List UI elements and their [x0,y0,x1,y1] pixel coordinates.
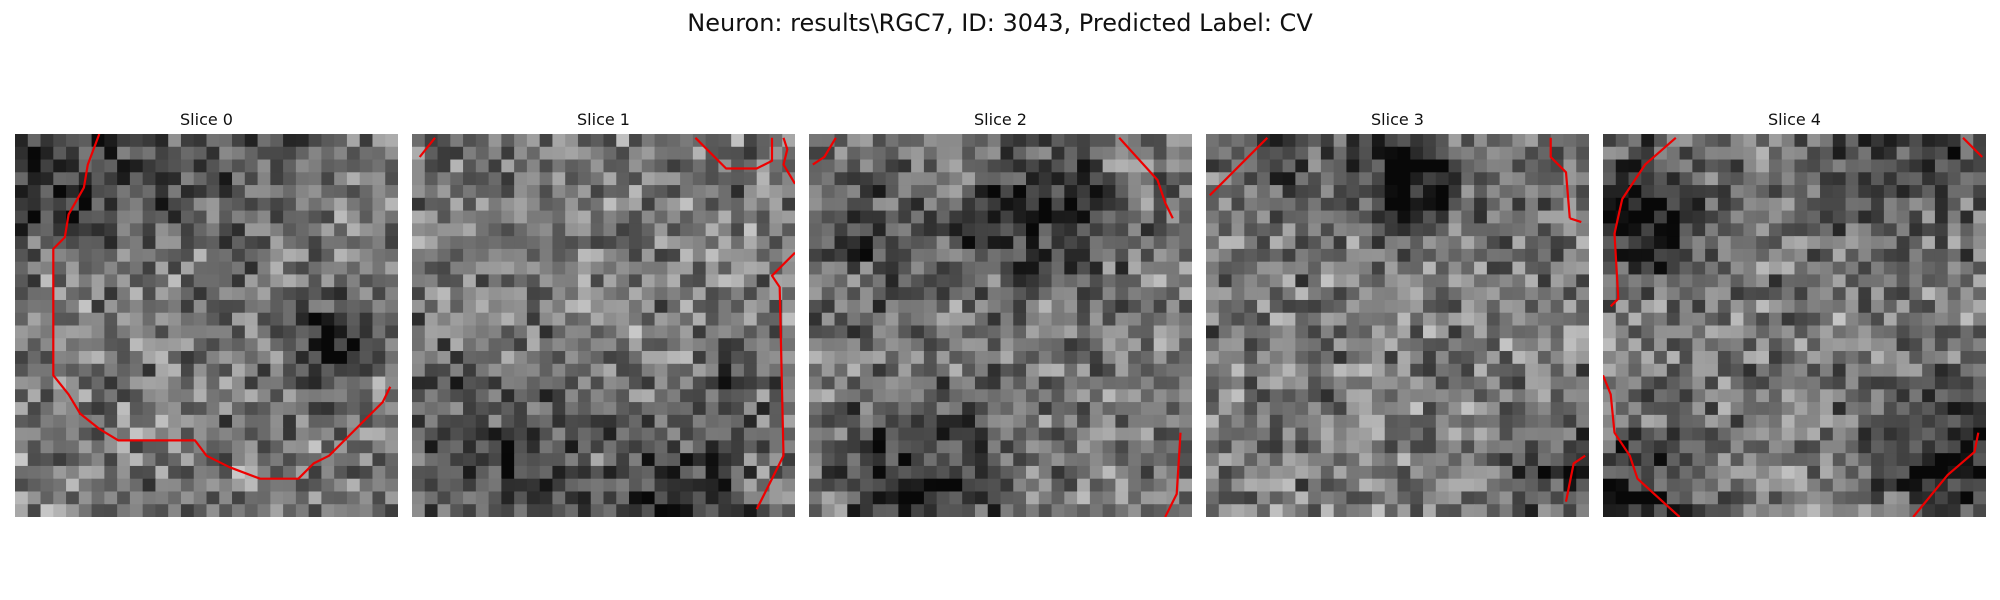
slice-title: Slice 3 [1371,110,1424,129]
contour-line [1609,136,1677,308]
slice-pixels [15,134,398,517]
contour-line [418,137,436,158]
slice-panel-0: Slice 0 [15,108,398,517]
contour-line [1549,137,1571,219]
contour-line [1603,374,1681,517]
contour-line [1118,137,1174,219]
contour-line [1164,432,1182,517]
contour-line [694,137,774,170]
contour-line [1209,137,1269,197]
slice-panel-1: Slice 1 [412,108,795,517]
contour-line [1912,432,1980,517]
slice-image [809,134,1192,517]
slice-image [15,134,398,517]
slice-title: Slice 1 [577,110,630,129]
contour-line [1962,137,1983,158]
slice-panel-3: Slice 3 [1206,108,1589,517]
slice-pixels [809,134,1192,517]
slice-title: Slice 0 [180,110,233,129]
slice-pixels [1206,134,1589,517]
slice-title: Slice 2 [974,110,1027,129]
contour-line [782,137,795,185]
contour-line [755,251,795,510]
slice-image [1206,134,1589,517]
contour-line [52,134,392,480]
slice-image [412,134,795,517]
slice-pixels [1603,134,1986,517]
slice-image [1603,134,1986,517]
figure-title: Neuron: results\RGC7, ID: 3043, Predicte… [687,9,1313,37]
slice-pixels [412,134,795,517]
contour-line [812,137,837,166]
contour-line [1569,217,1582,224]
slice-title: Slice 4 [1768,110,1821,129]
slice-panel-2: Slice 2 [809,108,1192,517]
slice-panel-4: Slice 4 [1603,108,1986,517]
contour-line [1564,454,1586,502]
